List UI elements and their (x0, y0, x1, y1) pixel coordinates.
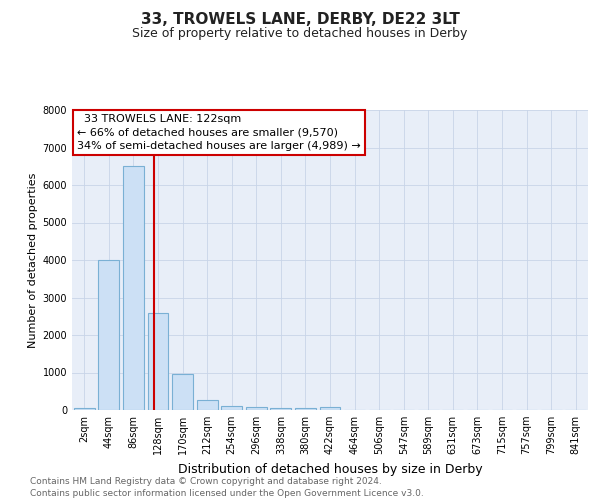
Text: 33 TROWELS LANE: 122sqm  
← 66% of detached houses are smaller (9,570)
34% of se: 33 TROWELS LANE: 122sqm ← 66% of detache… (77, 114, 361, 151)
Bar (320, 408, 340, 410)
Bar (197, 400, 218, 410)
Text: Size of property relative to detached houses in Derby: Size of property relative to detached ho… (133, 28, 467, 40)
Bar (271, 408, 292, 410)
Text: 33, TROWELS LANE, DERBY, DE22 3LT: 33, TROWELS LANE, DERBY, DE22 3LT (140, 12, 460, 28)
Bar (246, 408, 267, 410)
Bar (295, 408, 316, 410)
Bar (74, 408, 95, 410)
Bar (123, 166, 144, 410)
Text: Contains HM Land Registry data © Crown copyright and database right 2024.
Contai: Contains HM Land Registry data © Crown c… (30, 476, 424, 498)
Bar (172, 374, 193, 410)
Y-axis label: Number of detached properties: Number of detached properties (28, 172, 38, 348)
Bar (98, 260, 119, 410)
Bar (221, 406, 242, 410)
X-axis label: Distribution of detached houses by size in Derby: Distribution of detached houses by size … (178, 462, 482, 475)
Bar (148, 312, 169, 410)
